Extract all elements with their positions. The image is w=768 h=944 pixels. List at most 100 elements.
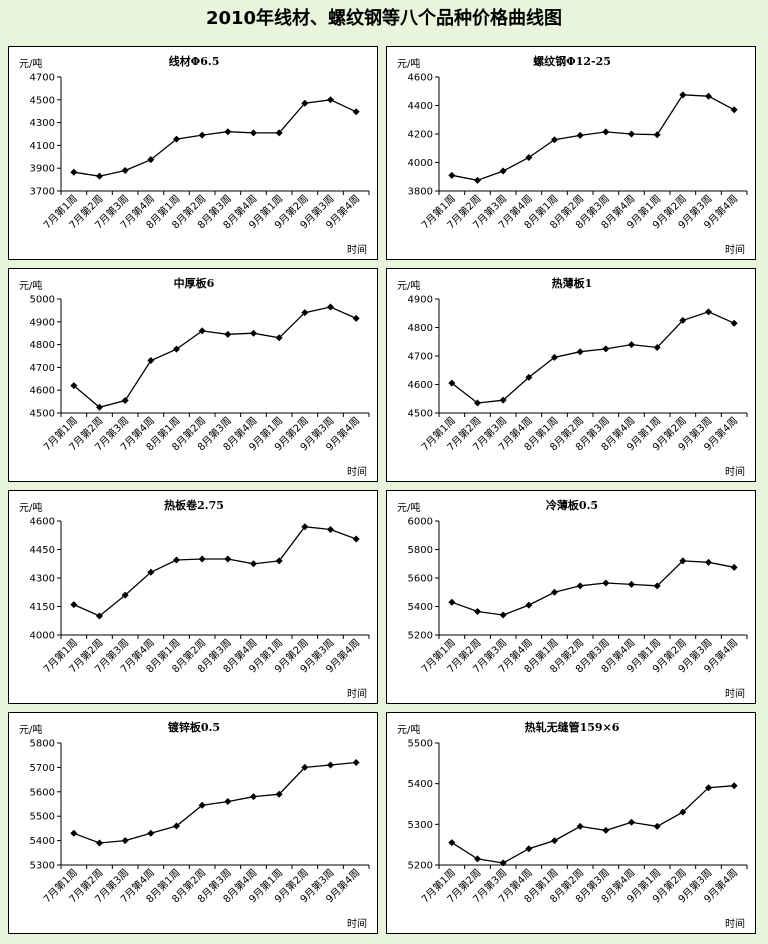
data-point <box>576 348 584 356</box>
chart-title: 热薄板1 <box>552 276 593 290</box>
data-point <box>327 303 334 311</box>
y-tick-label: 5700 <box>30 763 55 774</box>
y-tick-label: 5000 <box>30 295 55 306</box>
data-point <box>250 560 257 568</box>
data-point <box>250 129 257 137</box>
unit-label: 元/吨 <box>397 723 420 736</box>
data-point <box>705 308 712 316</box>
data-point <box>525 154 533 162</box>
data-point <box>551 136 558 144</box>
data-point <box>551 588 558 596</box>
x-axis-label: 时间 <box>347 687 367 700</box>
series-line <box>451 311 735 404</box>
data-point <box>705 92 712 100</box>
data-point <box>147 357 155 365</box>
y-tick-label: 5500 <box>30 812 55 823</box>
x-axis-label: 时间 <box>725 465 745 478</box>
data-point <box>224 330 232 338</box>
chart-svg-1: 线材Φ6.5元/吨3700390041004300450047007月第1周7月… <box>19 54 370 256</box>
x-axis-label: 时间 <box>347 465 367 478</box>
chart-svg-8: 热轧无缝管159×6元/吨52005300540055007月第1周7月第2周7… <box>397 720 748 930</box>
chart-panel-6: 冷薄板0.5 元/吨 5200 5400 5600 5800 6000 7月第1周 7月第2周 7… <box>386 490 756 704</box>
data-point <box>730 563 738 571</box>
data-point <box>679 91 687 99</box>
y-tick-label: 4700 <box>30 363 55 374</box>
data-point <box>474 855 481 863</box>
chart-svg-4: 热薄板1元/吨450046004700480049007月第1周7月第2周7月第… <box>397 276 748 478</box>
unit-label: 元/吨 <box>19 279 42 292</box>
data-point <box>730 106 738 114</box>
data-point <box>525 845 533 853</box>
chart-panel-2: 螺纹钢Φ12-25 元/吨 3800 4000 4200 4400 4600 7月第1周 7月第… <box>386 46 756 260</box>
y-tick-label: 4900 <box>30 317 55 328</box>
chart-panel-8: 热轧无缝管159×6 元/吨 5200 5300 5400 5500 7月第1周 7月第2周 7… <box>386 712 756 934</box>
data-point <box>551 353 558 361</box>
data-point <box>70 382 78 390</box>
y-tick-label: 4700 <box>408 352 433 363</box>
y-tick-label: 4300 <box>30 118 55 129</box>
data-point <box>653 822 661 830</box>
data-point <box>679 316 687 324</box>
x-axis-label: 时间 <box>347 243 367 256</box>
data-point <box>705 558 712 566</box>
y-tick-label: 4500 <box>30 95 55 106</box>
y-tick-label: 5400 <box>408 779 433 790</box>
x-axis-label: 时间 <box>347 917 367 930</box>
y-tick-label: 5400 <box>408 602 433 613</box>
chart-title: 热轧无缝管159×6 <box>525 720 620 734</box>
data-point <box>499 167 507 175</box>
chart-svg-6: 冷薄板0.5元/吨520054005600580060007月第1周7月第2周7… <box>397 498 748 700</box>
y-tick-label: 4900 <box>408 295 433 306</box>
page-title: 2010年线材、螺纹钢等八个品种价格曲线图 <box>205 8 563 29</box>
series-line <box>73 761 357 844</box>
chart-title: 热板卷2.75 <box>164 498 224 512</box>
chart-panel-7: 镀锌板0.5 元/吨 5300 5400 5500 5600 5700 5800 7月第1周 7月… <box>8 712 378 934</box>
data-point <box>474 399 481 407</box>
y-tick-label: 4500 <box>408 409 433 420</box>
data-point <box>602 579 610 587</box>
y-tick-label: 4400 <box>408 101 433 112</box>
data-point <box>352 535 360 543</box>
y-tick-label: 3900 <box>30 164 55 175</box>
chart-panel-5: 热板卷2.75 元/吨 4000 4150 4300 4450 4600 7月第1周 7月第2周… <box>8 490 378 704</box>
y-tick-label: 4600 <box>30 517 55 528</box>
series-line <box>73 99 357 177</box>
data-point <box>173 556 180 564</box>
data-point <box>173 345 180 353</box>
data-point <box>275 790 283 798</box>
y-tick-label: 4300 <box>30 574 55 585</box>
data-point <box>576 131 584 139</box>
unit-label: 元/吨 <box>397 57 420 70</box>
unit-label: 元/吨 <box>19 57 42 70</box>
series-line <box>451 785 735 864</box>
data-point <box>551 837 558 845</box>
data-point <box>499 859 507 867</box>
data-point <box>198 555 206 563</box>
data-point <box>602 345 610 353</box>
series-line <box>73 306 357 409</box>
data-point <box>275 557 283 565</box>
data-point <box>327 761 334 769</box>
data-point <box>474 607 481 615</box>
y-tick-label: 4000 <box>30 631 55 642</box>
data-point <box>352 759 360 767</box>
data-point <box>301 523 309 531</box>
y-tick-label: 5600 <box>408 574 433 585</box>
data-point <box>224 128 232 136</box>
data-point <box>301 763 309 771</box>
data-point <box>474 176 481 184</box>
y-tick-label: 5300 <box>408 820 433 831</box>
data-point <box>301 309 309 317</box>
series-line <box>73 526 357 617</box>
data-point <box>198 801 206 809</box>
y-tick-label: 4700 <box>30 73 55 84</box>
x-axis-label: 时间 <box>725 243 745 256</box>
y-tick-label: 4200 <box>408 130 433 141</box>
data-point <box>327 96 334 104</box>
chart-panel-1: 线材Φ6.5 元/吨 3700 3900 4100 4300 4500 4700 7月第1周 7月… <box>8 46 378 260</box>
data-point <box>653 131 661 139</box>
data-point <box>653 582 661 590</box>
y-tick-label: 5800 <box>30 739 55 750</box>
data-point <box>602 826 610 834</box>
data-point <box>352 314 360 322</box>
